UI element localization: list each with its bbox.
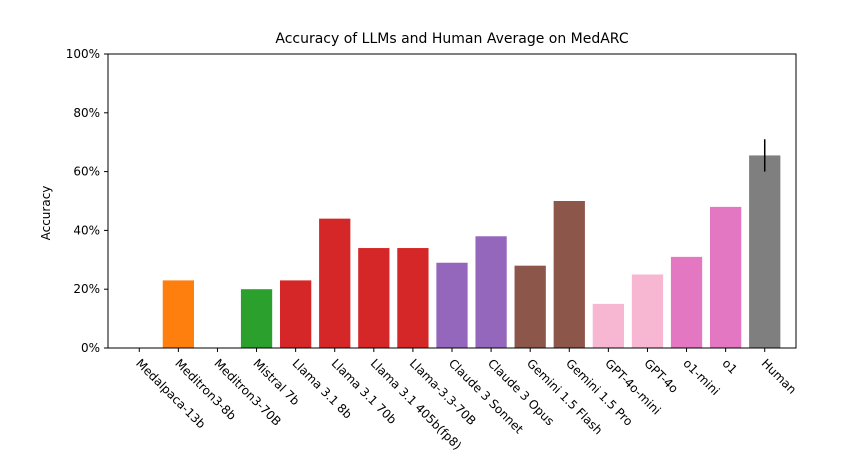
x-tick-label: GPT-4o (641, 356, 681, 396)
plot-frame (107, 53, 797, 349)
bar-human (749, 155, 781, 348)
bar-llama-3-1-405b-fp8 (358, 248, 390, 348)
y-tick-label: 80% (73, 106, 100, 120)
bar-o1 (710, 206, 742, 348)
x-tick-label: o1 (720, 356, 740, 376)
bar-llama-3-3-70b (397, 248, 429, 348)
bars-group (162, 155, 781, 348)
x-tick-label: Medalpaca-13b (133, 356, 208, 431)
y-tick-label: 60% (73, 165, 100, 179)
bar-claude-3-sonnet (436, 262, 468, 348)
y-axis-ticks: 0% 20% 40% 60% 80% 100% (66, 47, 108, 355)
y-tick-label: 100% (66, 47, 100, 61)
y-tick-label: 20% (73, 282, 100, 296)
x-tick-label: Meditron3-70B (211, 356, 283, 428)
y-tick-label: 40% (73, 223, 100, 237)
x-axis-ticks: Medalpaca-13bMeditron3-8bMeditron3-70BMi… (133, 348, 799, 453)
bar-llama-3-1-8b (280, 280, 312, 348)
x-tick-label: Human (759, 356, 800, 397)
bar-gpt-4o (631, 274, 664, 348)
y-axis-label: Accuracy (39, 186, 53, 241)
bar-llama-3-1-70b (319, 218, 351, 348)
x-tick-label: o1-mini (680, 356, 722, 398)
bar-gemini-1-5-pro (553, 201, 585, 348)
bar-gpt-4o-mini (592, 303, 624, 348)
x-tick-label: Gemini 1.5 Pro (563, 356, 635, 428)
y-tick-label: 0% (81, 341, 100, 355)
bar-meditron3-8b (162, 280, 194, 348)
bar-mistral-7b (240, 289, 273, 348)
x-tick-label: Claude 3 Opus (485, 356, 557, 428)
bar-claude-3-opus (475, 236, 507, 348)
chart-title: Accuracy of LLMs and Human Average on Me… (275, 31, 628, 47)
bar-o1-mini (670, 256, 703, 348)
bar-gemini-1-5-flash (514, 265, 546, 348)
